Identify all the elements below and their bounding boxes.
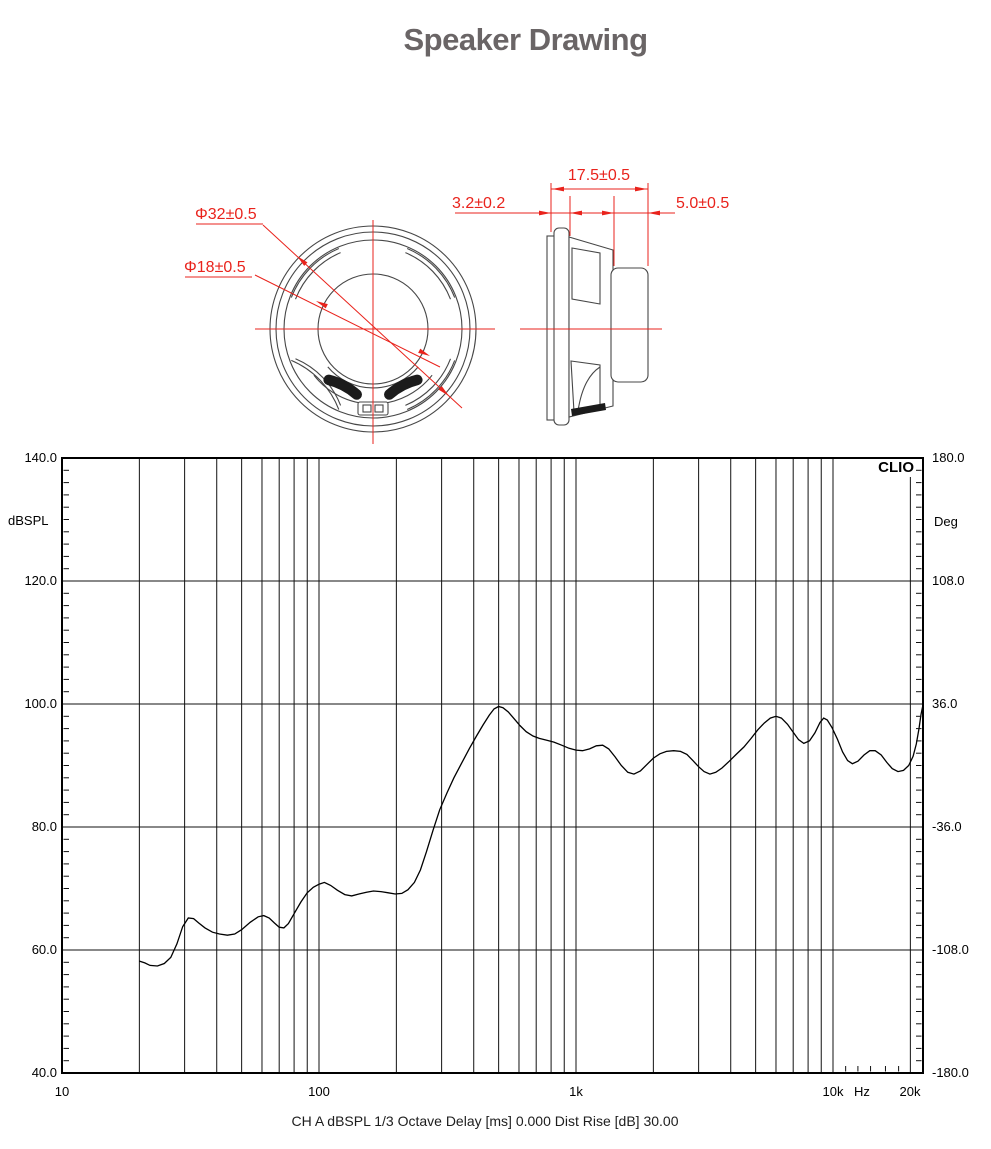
- y-right-tick: -36.0: [932, 819, 962, 834]
- dim-label-inner-diameter: Φ18±0.5: [184, 259, 246, 276]
- dim-label-total-depth: 17.5±0.5: [567, 167, 631, 184]
- basket-window-upper: [571, 247, 601, 305]
- chart-minor-ticks: [63, 469, 922, 1072]
- x-tick: 100: [308, 1084, 330, 1099]
- y-left-tick: 100.0: [24, 696, 57, 711]
- dim-label-flange-thickness: 3.2±0.2: [452, 195, 506, 212]
- y-right-tick: -180.0: [932, 1065, 969, 1080]
- terminal-strip: [571, 403, 606, 416]
- x-axis-unit: Hz: [854, 1084, 870, 1099]
- y-left-tick: 80.0: [31, 819, 57, 834]
- chart-gridlines: [63, 459, 922, 1072]
- speaker-side-view: [546, 227, 649, 426]
- y-right-tick: 108.0: [932, 573, 965, 588]
- dimension-arrowheads: [297, 186, 660, 396]
- x-tick: 20k: [899, 1084, 921, 1099]
- solder-pads: [323, 374, 423, 400]
- y-left-tick: 140.0: [24, 450, 57, 465]
- y-left-tick: 40.0: [31, 1065, 57, 1080]
- y-axis-left-unit: dBSPL: [8, 513, 49, 528]
- flange: [553, 227, 570, 426]
- x-tick: 10k: [822, 1084, 844, 1099]
- dia32-leader: [262, 224, 463, 409]
- page-title: Speaker Drawing: [403, 22, 648, 57]
- chart-caption: CH A dBSPL 1/3 Octave Delay [ms] 0.000 D…: [291, 1113, 679, 1129]
- spider-curve: [577, 366, 601, 412]
- x-tick: 1k: [569, 1084, 583, 1099]
- y-axis-right-unit: Deg: [934, 514, 958, 529]
- y-right-tick: 180.0: [932, 450, 965, 465]
- y-right-tick: -108.0: [932, 942, 969, 957]
- magnet: [610, 267, 649, 383]
- vent-slots: [290, 247, 456, 411]
- basket-window-lower: [570, 360, 601, 413]
- dia18-leader: [254, 274, 441, 368]
- y-left-tick: 120.0: [24, 573, 57, 588]
- dimension-lines: [185, 183, 675, 444]
- frequency-response-curve: [139, 705, 924, 967]
- clio-brand-label: CLIO: [858, 459, 914, 477]
- y-left-tick: 60.0: [31, 942, 57, 957]
- dim-label-magnet-depth: 5.0±0.5: [676, 195, 730, 212]
- chart-plot-border: [61, 457, 924, 1074]
- dim-label-outer-diameter: Φ32±0.5: [195, 206, 257, 223]
- x-tick: 10: [54, 1084, 70, 1099]
- y-right-tick: 36.0: [932, 696, 958, 711]
